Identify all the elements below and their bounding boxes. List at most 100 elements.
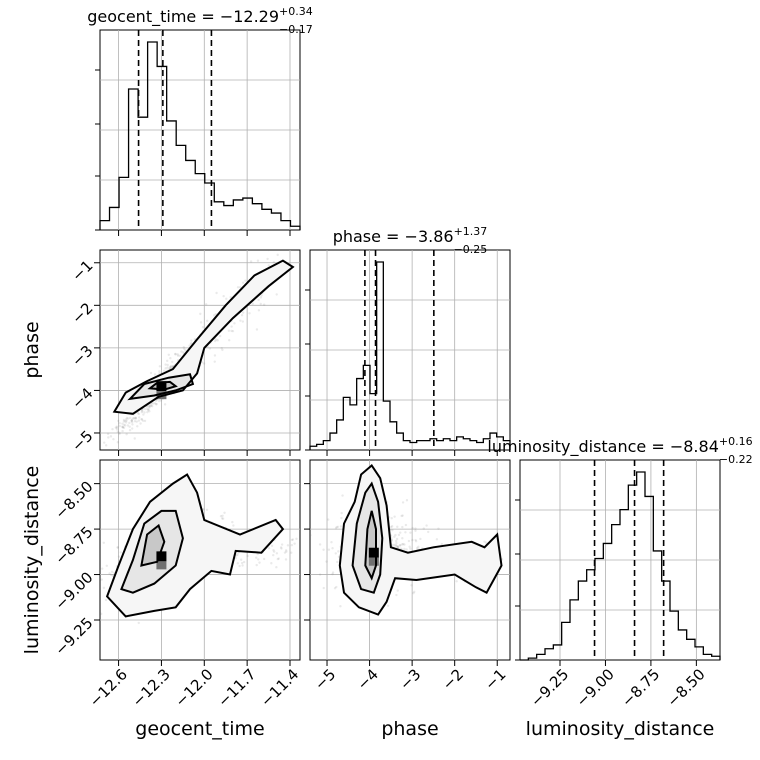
sample-point [401,514,404,517]
sample-point [401,543,404,546]
hist-panel-phase: phase = −3.86+1.37−0.25 [305,225,511,456]
sample-point [132,416,135,420]
sample-point [128,429,132,432]
sample-point [455,580,458,583]
sample-point [392,543,396,547]
sample-point [286,544,290,547]
sample-point [327,548,331,551]
panel-content [100,250,300,450]
sample-point [100,567,104,570]
sample-point [213,354,217,357]
sample-point [159,399,163,402]
sample-point [414,527,417,530]
sample-point [401,501,405,504]
sample-point [121,426,125,429]
sample-point [176,354,180,357]
x-tick-label: −2 [439,665,467,693]
sample-point [241,564,244,567]
sample-point [167,353,170,357]
sample-point [134,416,137,419]
sample-point [166,363,169,367]
sample-point [105,564,109,567]
sample-point [409,531,412,534]
sample-point [174,353,177,356]
sample-point [318,573,322,576]
sample-point [182,346,185,349]
density-cell [368,557,379,566]
sample-point [116,546,119,549]
sample-point [182,351,185,354]
sample-point [276,253,279,257]
sample-point [403,543,406,546]
sample-point [106,432,110,436]
sample-point [257,309,261,312]
sample-point [397,533,401,537]
sample-point [415,546,419,550]
x-axis-label: phase [381,718,438,740]
sample-point [284,549,288,552]
sample-point [166,366,169,369]
sample-point [118,424,121,428]
sample-point [275,566,278,569]
sample-point [119,551,122,554]
sample-point [335,525,338,529]
sample-point [293,542,296,545]
sample-point [427,530,430,534]
sample-point [103,441,106,444]
sample-point [228,339,231,342]
y-tick-label: −8.50 [51,477,96,522]
hist-panel-geocent_time: geocent_time = −12.29+0.34−0.17 [87,5,313,236]
sample-point [238,564,241,568]
scatter-panel-geocent_time-luminosity_distance: −12.6−12.3−12.0−11.7−11.4 geocent_time −9.… [21,459,302,740]
sample-point [419,537,422,541]
sample-point [190,339,193,342]
sample-point [146,407,149,411]
title-plus: +0.16 [719,435,753,448]
sample-point [153,402,157,405]
x-tick-label: −8.50 [664,665,709,710]
y-tick-label: −3 [68,342,96,370]
sample-point [124,418,128,421]
sample-point [402,542,405,546]
sample-point [174,352,177,356]
contour-line [105,473,285,618]
sample-point [201,325,205,329]
x-tick-label: −5 [311,665,339,693]
sample-point [137,419,141,422]
title-value: phase = −3.86 [333,227,454,246]
sample-point [275,552,279,555]
x-tick-label: −8.75 [618,665,663,710]
sample-point [136,425,139,428]
sample-point [102,586,106,590]
sample-point [398,544,402,547]
sample-point [255,563,258,567]
sample-point [396,545,399,549]
sample-point [205,319,209,322]
sample-point [216,339,219,342]
sample-point [150,403,153,406]
sample-point [401,537,404,540]
sample-point [111,427,114,431]
sample-point [289,250,292,251]
sample-point [327,518,330,521]
sample-point [139,422,142,425]
sample-point [262,557,266,561]
sample-point [437,527,440,530]
x-tick-label: −12.3 [129,665,174,710]
panel-content [310,460,510,660]
sample-point [115,428,119,431]
density-peak [156,381,167,392]
sample-point [176,353,179,356]
sample-point [124,419,127,423]
sample-point [276,557,280,561]
sample-point [335,585,338,589]
sample-point [290,543,294,547]
sample-point [221,517,225,520]
sample-point [164,367,167,370]
sample-point [277,557,280,560]
sample-point [122,423,126,426]
contour-line [351,481,384,594]
y-axis-label: luminosity_distance [21,466,43,655]
sample-point [127,417,130,420]
sample-point [396,525,399,529]
